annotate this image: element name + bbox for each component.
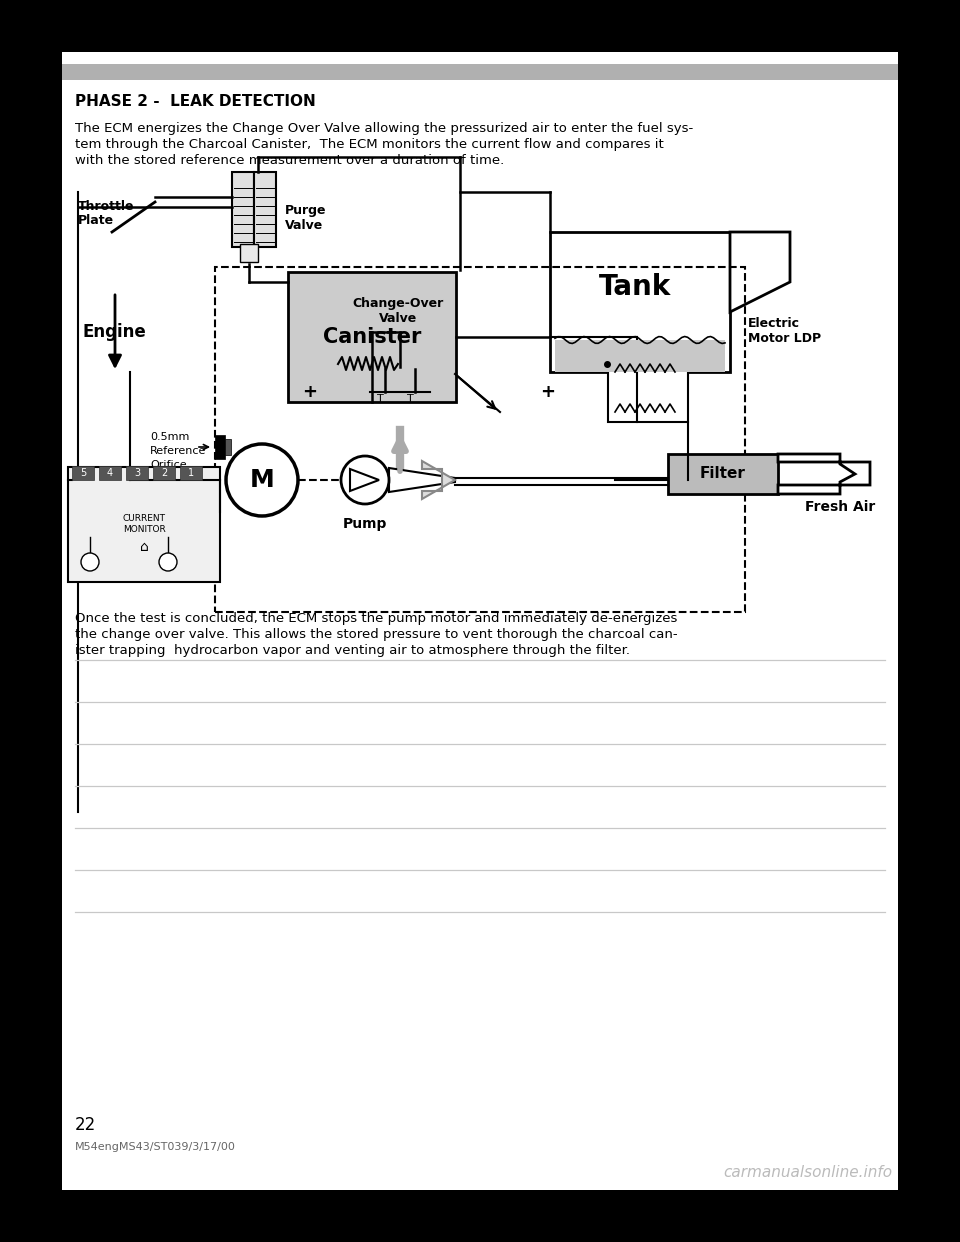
Polygon shape [350, 469, 379, 491]
Text: Fresh Air: Fresh Air [804, 501, 876, 514]
Text: with the stored reference measurement over a duration of time.: with the stored reference measurement ov… [75, 154, 504, 166]
Bar [72, 466, 94, 479]
Text: carmanualsonline.info: carmanualsonline.info [723, 1165, 892, 1180]
Polygon shape [730, 232, 790, 312]
Bar [668, 455, 778, 494]
Circle shape [226, 443, 298, 515]
Bar [254, 171, 276, 247]
Text: 5: 5 [80, 468, 86, 478]
Text: Throttle: Throttle [78, 200, 134, 212]
Text: Purge: Purge [285, 204, 326, 217]
Text: 1: 1 [188, 468, 194, 478]
Text: The ECM energizes the Change Over Valve allowing the pressurized air to enter th: The ECM energizes the Change Over Valve … [75, 122, 693, 135]
Text: Reference: Reference [150, 446, 206, 456]
Bar [288, 272, 456, 402]
Circle shape [81, 553, 99, 571]
Text: M: M [250, 468, 275, 492]
Text: PHASE 2 -  LEAK DETECTION: PHASE 2 - LEAK DETECTION [75, 94, 316, 109]
Text: +: + [540, 383, 556, 401]
Bar [153, 466, 175, 479]
Text: Filter: Filter [700, 467, 746, 482]
Text: Engine: Engine [83, 323, 147, 342]
Bar [240, 243, 258, 262]
Text: 22: 22 [75, 1117, 96, 1134]
Bar [215, 267, 745, 612]
Polygon shape [389, 468, 455, 492]
Text: Motor LDP: Motor LDP [748, 332, 821, 345]
Bar [126, 466, 148, 479]
Polygon shape [550, 232, 730, 373]
Text: Tank: Tank [599, 273, 671, 301]
Bar [608, 360, 688, 422]
Text: Valve: Valve [379, 312, 418, 325]
Text: Pump: Pump [343, 517, 387, 532]
Bar [99, 466, 121, 479]
Text: 3: 3 [134, 468, 140, 478]
Text: Electric: Electric [748, 317, 800, 330]
Text: +: + [302, 383, 318, 401]
Text: Change-Over: Change-Over [352, 297, 444, 310]
Text: Plate: Plate [78, 214, 114, 227]
Text: 4: 4 [107, 468, 113, 478]
Polygon shape [778, 455, 870, 494]
Circle shape [341, 456, 389, 504]
Text: 0.5mm: 0.5mm [150, 432, 189, 442]
Text: tem through the Charcoal Canister,  The ECM monitors the current flow and compar: tem through the Charcoal Canister, The E… [75, 138, 663, 152]
Bar [62, 65, 898, 79]
Polygon shape [422, 461, 455, 499]
Text: M54engMS43/ST039/3/17/00: M54engMS43/ST039/3/17/00 [75, 1141, 236, 1153]
Bar [62, 52, 898, 1190]
Text: ⌂: ⌂ [139, 540, 149, 554]
Bar [225, 438, 231, 455]
Text: CURRENT
MONITOR: CURRENT MONITOR [123, 514, 165, 534]
Circle shape [159, 553, 177, 571]
Text: Once the test is concluded, the ECM stops the pump motor and immediately de-ener: Once the test is concluded, the ECM stop… [75, 612, 678, 625]
Bar [180, 466, 202, 479]
Text: the change over valve. This allows the stored pressure to vent thorough the char: the change over valve. This allows the s… [75, 628, 678, 641]
Text: 2: 2 [161, 468, 167, 478]
Bar [555, 340, 725, 373]
Text: T: T [376, 394, 383, 404]
Text: Valve: Valve [285, 219, 324, 232]
Text: Canister: Canister [323, 327, 421, 347]
Text: Orifice: Orifice [150, 460, 186, 469]
Text: T: T [407, 394, 414, 404]
Bar [232, 171, 254, 247]
Text: ister trapping  hydrocarbon vapor and venting air to atmosphere through the filt: ister trapping hydrocarbon vapor and ven… [75, 645, 630, 657]
Bar [215, 435, 225, 460]
Bar [68, 467, 220, 582]
